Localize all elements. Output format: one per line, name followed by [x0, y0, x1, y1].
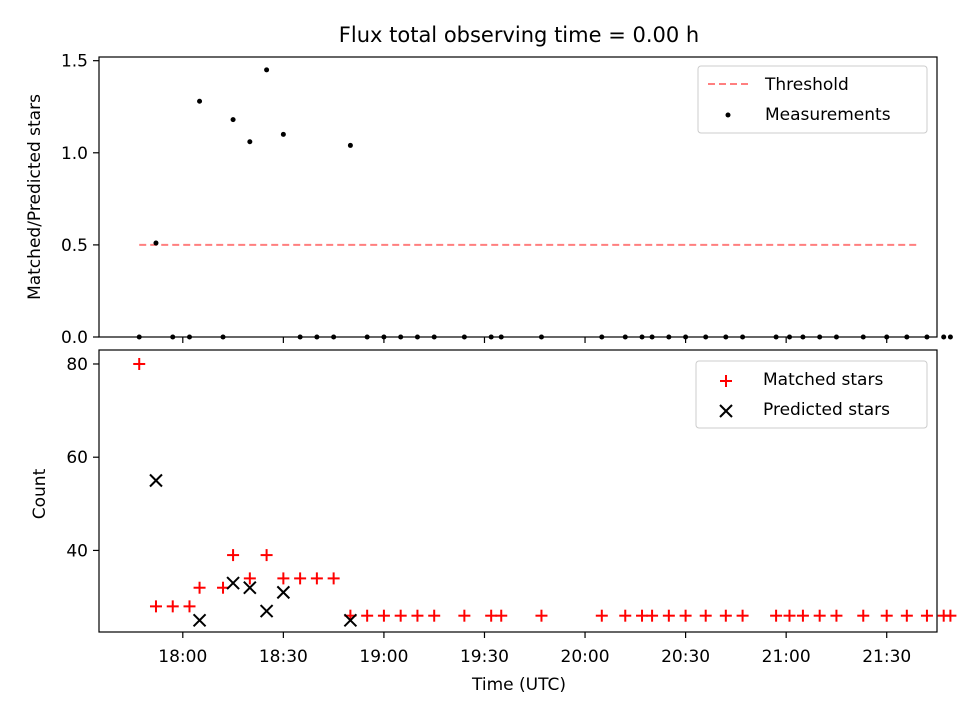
- matched-star-point: [857, 609, 870, 622]
- top-legend-box: [697, 65, 928, 134]
- matched-star-point: [183, 600, 196, 613]
- x-axis-label: Time (UTC): [471, 675, 566, 695]
- matched-star-point: [495, 609, 508, 622]
- matched-star-point: [361, 609, 374, 622]
- matched-star-point: [636, 609, 649, 622]
- bottom-xtick-label: 19:00: [359, 647, 408, 667]
- measurement-point: [197, 98, 203, 104]
- matched-star-point: [166, 600, 179, 613]
- matched-star-point: [783, 609, 796, 622]
- predicted-star-point: [343, 613, 358, 628]
- matched-star-point: [736, 609, 749, 622]
- legend-matched-label: Matched stars: [763, 370, 883, 390]
- legend-matched-swatch: [720, 375, 732, 387]
- matched-star-point: [277, 572, 290, 585]
- bottom-ticks: 40 60 80 18:00 18:30 19:00 19:30 20:00 20:30 21:0…: [66, 355, 911, 667]
- bottom-legend-box: [695, 360, 928, 429]
- bottom-xtick-label: 21:30: [862, 647, 911, 667]
- legend-threshold-label: Threshold: [764, 75, 849, 95]
- matched-star-point: [310, 572, 323, 585]
- matched-star-point: [227, 549, 240, 562]
- matched-star-point: [243, 572, 256, 585]
- matched-star-point: [535, 609, 548, 622]
- matched-star-point: [595, 609, 608, 622]
- predicted-star-point: [192, 613, 207, 628]
- bottom-legend: Matched stars Predicted stars: [695, 360, 928, 429]
- legend-predicted-label: Predicted stars: [763, 400, 890, 420]
- measurement-point: [947, 334, 953, 340]
- bottom-ylabel: Count: [30, 468, 50, 519]
- measurement-point: [230, 117, 236, 123]
- predicted-star-point: [276, 585, 291, 600]
- matched-star-point: [719, 609, 732, 622]
- matched-stars-series: [133, 357, 957, 622]
- matched-star-point: [458, 609, 471, 622]
- matched-star-point: [294, 572, 307, 585]
- bottom-xtick-label: 18:00: [158, 647, 207, 667]
- predicted-star-point: [149, 473, 163, 488]
- matched-star-point: [327, 572, 340, 585]
- matched-star-point: [880, 609, 893, 622]
- matched-star-point: [260, 549, 273, 562]
- matched-star-point: [679, 609, 692, 622]
- matched-star-point: [646, 609, 659, 622]
- matched-star-point: [377, 609, 390, 622]
- legend-measurements-swatch: [725, 112, 731, 118]
- top-legend: Threshold Measurements: [697, 65, 928, 134]
- matched-star-point: [662, 609, 675, 622]
- top-ytick-label: 1.0: [61, 144, 88, 164]
- matched-star-point: [920, 609, 933, 622]
- bottom-plot-frame: [98, 349, 938, 633]
- matched-star-point: [133, 357, 146, 370]
- chart-title: Flux total observing time = 0.00 h: [339, 23, 699, 47]
- matched-star-point: [485, 609, 498, 622]
- matched-star-point: [813, 609, 826, 622]
- matched-star-point: [944, 609, 957, 622]
- matched-star-point: [394, 609, 407, 622]
- matched-star-point: [428, 609, 441, 622]
- matched-star-point: [830, 609, 843, 622]
- measurement-point: [247, 139, 253, 145]
- matched-star-point: [193, 581, 206, 594]
- top-ytick-label: 0.0: [61, 328, 88, 348]
- bottom-xtick-label: 20:00: [561, 647, 610, 667]
- bottom-xtick-label: 20:30: [661, 647, 710, 667]
- bottom-panel: 40 60 80 18:00 18:30 19:00 19:30 20:00 20:30 21:0…: [30, 349, 957, 695]
- measurement-point: [264, 67, 270, 73]
- matched-star-point: [149, 600, 162, 613]
- bottom-ytick-label: 60: [66, 448, 88, 468]
- bottom-xtick-label: 18:30: [259, 647, 308, 667]
- bottom-xtick-label: 21:00: [762, 647, 811, 667]
- matched-star-point: [900, 609, 913, 622]
- legend-predicted-swatch: [719, 404, 733, 418]
- top-ticks: 0.0 0.5 1.0 1.5: [61, 52, 888, 348]
- matched-star-point: [770, 609, 783, 622]
- predicted-star-point: [226, 576, 240, 590]
- top-panel: 0.0 0.5 1.0 1.5 Matched/Predicted stars Thr…: [25, 52, 953, 348]
- bottom-ytick-label: 80: [66, 355, 88, 375]
- bottom-xtick-label: 19:30: [460, 647, 509, 667]
- measurement-point: [347, 142, 353, 148]
- measurement-point: [941, 334, 947, 340]
- legend-measurements-label: Measurements: [765, 105, 891, 125]
- measurement-point: [280, 131, 286, 137]
- matched-star-point: [699, 609, 712, 622]
- top-ylabel: Matched/Predicted stars: [25, 94, 45, 300]
- predicted-star-point: [259, 604, 274, 618]
- matched-star-point: [619, 609, 632, 622]
- top-ytick-label: 0.5: [61, 236, 88, 256]
- predicted-star-point: [243, 581, 257, 595]
- matched-star-point: [796, 609, 809, 622]
- top-plot-frame: [98, 56, 938, 338]
- bottom-ytick-label: 40: [66, 541, 88, 561]
- top-ytick-label: 1.5: [61, 52, 88, 72]
- matched-star-point: [411, 609, 424, 622]
- predicted-stars-series: [149, 473, 358, 628]
- measurement-point: [153, 240, 159, 246]
